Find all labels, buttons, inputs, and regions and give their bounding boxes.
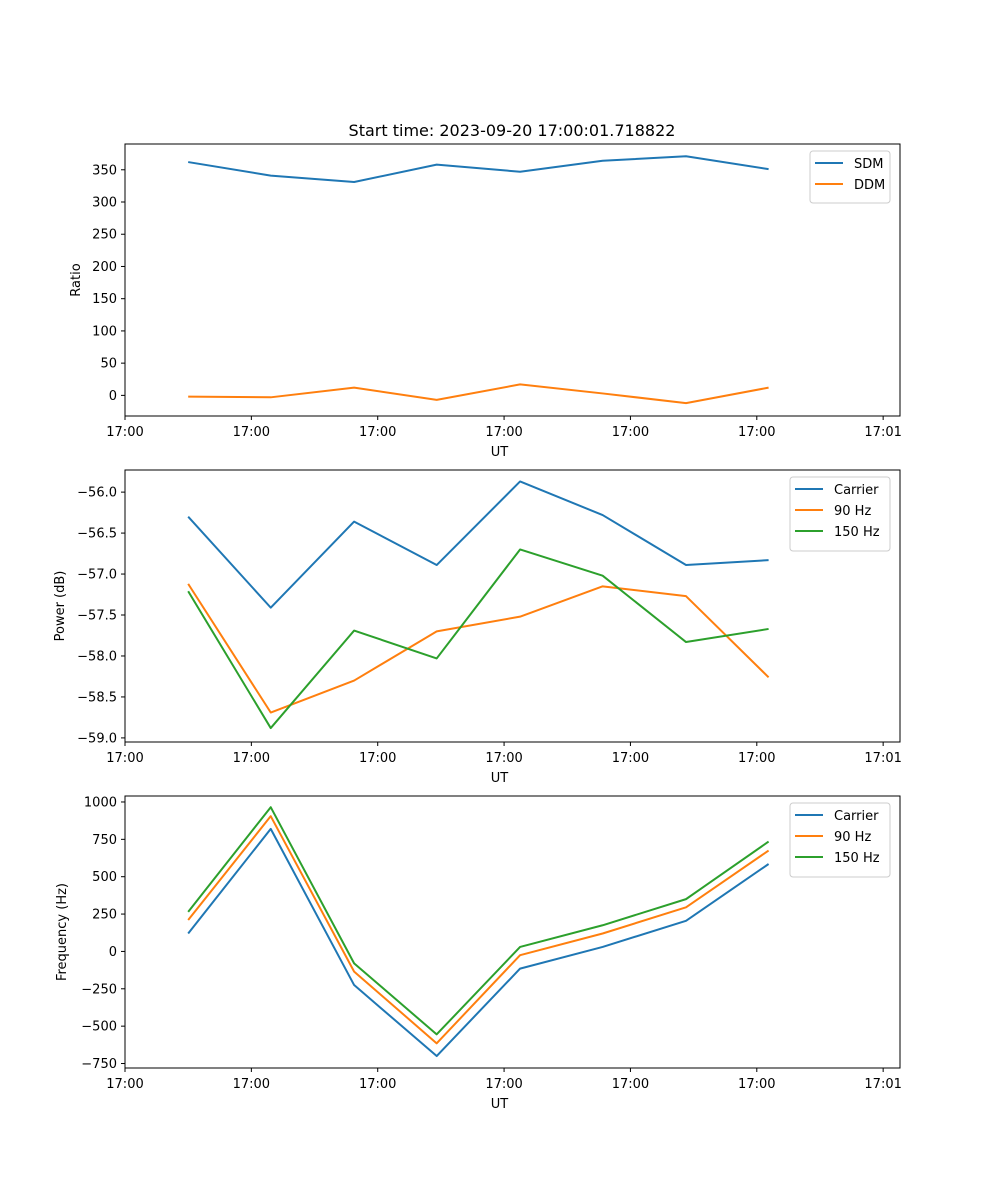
plot-2-series xyxy=(187,480,770,730)
y-tick-label: 0 xyxy=(109,945,117,960)
legend-label-sdm: SDM xyxy=(854,157,883,172)
legend-label-carrier: Carrier xyxy=(834,809,879,824)
x-tick-label: 17:00 xyxy=(612,425,649,440)
x-axis-label: UT xyxy=(491,771,509,786)
x-tick-label: 17:00 xyxy=(233,751,270,766)
x-axis-label: UT xyxy=(491,445,509,460)
y-tick-label: 250 xyxy=(92,908,117,923)
y-tick-label: −750 xyxy=(81,1057,117,1072)
x-tick-label: 17:00 xyxy=(233,1077,270,1092)
x-tick-label: 17:00 xyxy=(106,425,143,440)
y-tick-label: −500 xyxy=(81,1020,117,1035)
plot-1-series xyxy=(188,155,769,405)
x-tick-label: 17:00 xyxy=(738,751,775,766)
y-tick-label: −56.5 xyxy=(77,527,117,542)
y-tick-label: 750 xyxy=(92,833,117,848)
x-tick-label: 17:00 xyxy=(359,425,396,440)
series-line-ddm xyxy=(188,383,769,405)
plot-2-frame xyxy=(124,469,901,743)
x-tick-label: 17:00 xyxy=(612,751,649,766)
y-tick-label: −58.0 xyxy=(77,649,117,664)
x-tick-label: 17:01 xyxy=(864,1077,901,1092)
series-line-90-hz xyxy=(187,815,770,1045)
x-tick-label: 17:01 xyxy=(864,425,901,440)
x-tick-label: 17:00 xyxy=(485,751,522,766)
y-tick-label: 1000 xyxy=(84,795,117,810)
series-line-sdm xyxy=(188,155,769,184)
x-axis-label: UT xyxy=(491,1097,509,1112)
y-tick-label: 150 xyxy=(92,292,117,307)
legend-box xyxy=(789,476,891,552)
x-tick-label: 17:00 xyxy=(106,751,143,766)
y-tick-label: 0 xyxy=(109,389,117,404)
legend: Carrier 90 Hz 150 Hz xyxy=(789,476,891,552)
x-tick-label: 17:00 xyxy=(485,1077,522,1092)
x-tick-label: 17:00 xyxy=(359,1077,396,1092)
legend-label-90-hz: 90 Hz xyxy=(834,830,871,845)
plot-1: 17:00 17:00 17:00 17:00 17:00 17:00 17:01 0 50 10… xyxy=(69,143,902,460)
y-tick-label: 500 xyxy=(92,870,117,885)
x-tick-label: 17:00 xyxy=(738,1077,775,1092)
y-tick-label: 350 xyxy=(92,163,117,178)
legend-label-carrier: Carrier xyxy=(834,483,879,498)
x-tick-label: 17:00 xyxy=(359,751,396,766)
plot-1-frame xyxy=(124,143,901,417)
x-tick-label: 17:00 xyxy=(233,425,270,440)
x-tick-label: 17:00 xyxy=(612,1077,649,1092)
y-tick-label: 250 xyxy=(92,228,117,243)
figure-title: Start time: 2023-09-20 17:00:01.718822 xyxy=(349,121,676,140)
y-axis-label: Ratio xyxy=(69,263,84,296)
x-tick-label: 17:00 xyxy=(738,425,775,440)
y-tick-label: 50 xyxy=(100,357,117,372)
y-axis-label: Power (dB) xyxy=(53,571,68,642)
legend-box xyxy=(789,802,891,878)
series-line-carrier xyxy=(187,480,769,609)
y-tick-label: −58.5 xyxy=(77,690,117,705)
series-line-150-hz xyxy=(187,806,770,1036)
plot-3-series xyxy=(187,806,770,1058)
series-line-carrier xyxy=(187,827,770,1058)
x-tick-label: 17:01 xyxy=(864,751,901,766)
y-tick-label: 100 xyxy=(92,324,117,339)
legend-label-150-hz: 150 Hz xyxy=(834,851,880,866)
y-tick-label: −250 xyxy=(81,982,117,997)
x-tick-label: 17:00 xyxy=(106,1077,143,1092)
legend-label-150-hz: 150 Hz xyxy=(834,525,880,540)
series-line-90-hz xyxy=(187,583,770,714)
y-tick-label: −56.0 xyxy=(77,486,117,501)
legend: SDM DDM xyxy=(809,150,891,204)
y-axis-label: Frequency (Hz) xyxy=(55,883,70,981)
plot-2: 17:00 17:00 17:00 17:00 17:00 17:00 17:01 −59.0… xyxy=(53,469,902,786)
legend-label-90-hz: 90 Hz xyxy=(834,504,871,519)
legend: Carrier 90 Hz 150 Hz xyxy=(789,802,891,878)
y-tick-label: 200 xyxy=(92,260,117,275)
plot-3: 17:00 17:00 17:00 17:00 17:00 17:00 17:01 −750 −… xyxy=(55,795,902,1112)
series-line-150-hz xyxy=(187,548,769,730)
y-tick-label: −57.5 xyxy=(77,609,117,624)
x-tick-label: 17:00 xyxy=(485,425,522,440)
y-tick-label: 300 xyxy=(92,196,117,211)
plot-3-frame xyxy=(124,795,901,1069)
y-tick-label: −59.0 xyxy=(77,731,117,746)
legend-label-ddm: DDM xyxy=(854,178,885,193)
y-tick-label: −57.0 xyxy=(77,568,117,583)
plots-container: 17:00 17:00 17:00 17:00 17:00 17:00 17:01 0 50 10… xyxy=(53,143,902,1112)
